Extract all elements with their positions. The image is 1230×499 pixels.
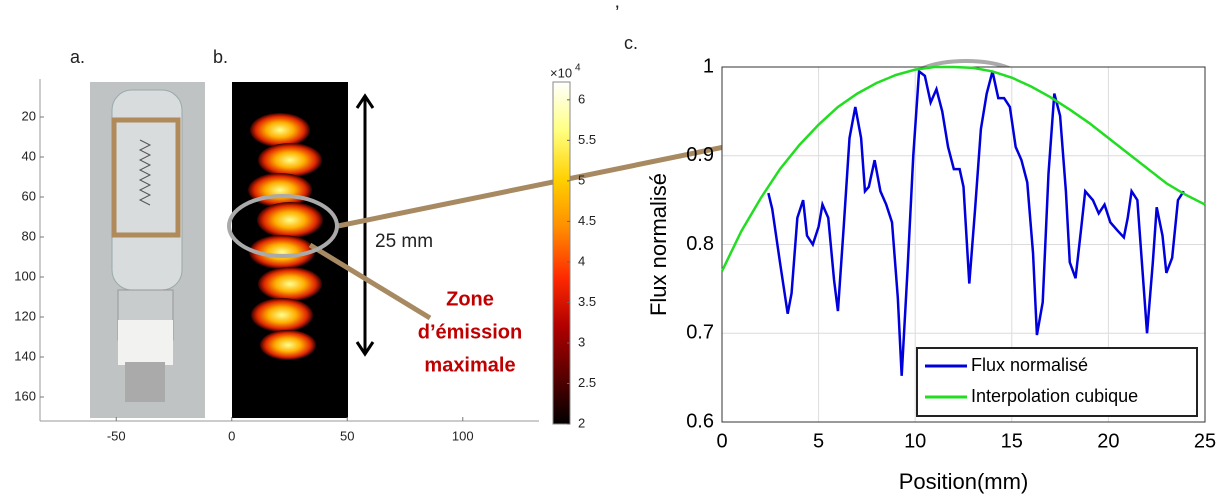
zone-label: maximale bbox=[424, 354, 515, 376]
y-tick-label: 0.7 bbox=[686, 322, 714, 344]
colorbar-tick-label: 2 bbox=[578, 415, 585, 430]
y-tick-label: 20 bbox=[22, 108, 36, 123]
legend-box bbox=[916, 347, 1198, 417]
series-line bbox=[720, 65, 1206, 272]
y-tick-label: 100 bbox=[14, 268, 36, 283]
heatmap bbox=[232, 82, 348, 418]
x-tick-label: 50 bbox=[340, 428, 354, 443]
colorbar-tick-label: 5 bbox=[578, 172, 585, 187]
x-axis-label: Position(mm) bbox=[899, 469, 1029, 494]
line-chart: 0.60.70.80.910 5 10 15 20 25Position(mm)Flux … bbox=[646, 55, 1216, 494]
x-tick-label: 25 bbox=[1194, 430, 1216, 452]
length-arrow bbox=[355, 93, 375, 357]
x-tick-label: 0 bbox=[716, 430, 727, 452]
x-tick-label: 0 bbox=[228, 428, 235, 443]
x-tick-label: 20 bbox=[1097, 430, 1119, 452]
zone-label: d’émission bbox=[418, 321, 522, 343]
y-tick-label: 140 bbox=[14, 348, 36, 363]
colorbar-tick-label: 2.5 bbox=[578, 375, 596, 390]
x-tick-label: -50 bbox=[107, 428, 126, 443]
stray-mark: ’ bbox=[615, 2, 619, 24]
y-tick-label: 1 bbox=[703, 55, 714, 77]
y-tick-label: 160 bbox=[14, 388, 36, 403]
panel-label: c. bbox=[624, 33, 638, 53]
colorbar-tick-label: 3.5 bbox=[578, 294, 596, 309]
colorbar-tick-label: 5.5 bbox=[578, 132, 596, 147]
colorbar bbox=[552, 81, 571, 425]
legend-label: Interpolation cubique bbox=[971, 386, 1138, 406]
legend-label: Flux normalisé bbox=[971, 355, 1088, 375]
colorbar-scale-power: 4 bbox=[575, 63, 581, 74]
x-tick-label: 5 bbox=[813, 430, 824, 452]
colorbar-tick-label: 4.5 bbox=[578, 213, 596, 228]
zone-label: Zone bbox=[446, 288, 494, 310]
image-panel: 20 40 60 80 100 120 140 160 -50 0 50 100 2 2.5 3 3.5 4 4.… bbox=[14, 63, 596, 444]
colorbar-tick-label: 4 bbox=[578, 253, 585, 268]
panel-label: b. bbox=[213, 47, 228, 67]
colorbar-tick-label: 6 bbox=[578, 91, 585, 106]
y-tick-label: 0.6 bbox=[686, 410, 714, 432]
y-tick-label: 120 bbox=[14, 308, 36, 323]
colorbar-scale: ×10 bbox=[550, 65, 572, 80]
x-tick-label: 10 bbox=[904, 430, 926, 452]
y-tick-label: 80 bbox=[22, 228, 36, 243]
length-label: 25 mm bbox=[375, 231, 433, 252]
y-tick-label: 60 bbox=[22, 188, 36, 203]
y-tick-label: 40 bbox=[22, 148, 36, 163]
series-line bbox=[767, 69, 1185, 376]
panel-label: a. bbox=[70, 47, 85, 67]
colorbar-tick-label: 3 bbox=[578, 334, 585, 349]
bulb-photo bbox=[90, 82, 205, 418]
y-tick-label: 0.9 bbox=[686, 144, 714, 166]
x-tick-label: 100 bbox=[452, 428, 474, 443]
y-axis-label: Flux normalisé bbox=[646, 173, 671, 316]
y-tick-label: 0.8 bbox=[686, 233, 714, 255]
x-tick-label: 15 bbox=[1001, 430, 1023, 452]
